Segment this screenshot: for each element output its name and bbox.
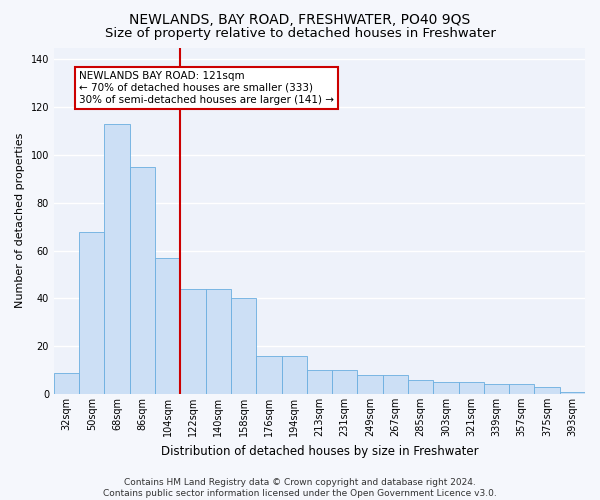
Bar: [332, 370, 358, 394]
Bar: [458, 382, 484, 394]
Bar: [281, 356, 307, 394]
Bar: [408, 380, 433, 394]
Bar: [130, 167, 155, 394]
X-axis label: Distribution of detached houses by size in Freshwater: Distribution of detached houses by size …: [161, 444, 478, 458]
Text: Contains HM Land Registry data © Crown copyright and database right 2024.
Contai: Contains HM Land Registry data © Crown c…: [103, 478, 497, 498]
Bar: [256, 356, 281, 394]
Text: NEWLANDS, BAY ROAD, FRESHWATER, PO40 9QS: NEWLANDS, BAY ROAD, FRESHWATER, PO40 9QS: [130, 12, 470, 26]
Bar: [79, 232, 104, 394]
Text: NEWLANDS BAY ROAD: 121sqm
← 70% of detached houses are smaller (333)
30% of semi: NEWLANDS BAY ROAD: 121sqm ← 70% of detac…: [79, 72, 334, 104]
Bar: [509, 384, 535, 394]
Bar: [104, 124, 130, 394]
Bar: [181, 289, 206, 394]
Bar: [358, 375, 383, 394]
Bar: [54, 372, 79, 394]
Text: Size of property relative to detached houses in Freshwater: Size of property relative to detached ho…: [104, 28, 496, 40]
Bar: [484, 384, 509, 394]
Bar: [433, 382, 458, 394]
Bar: [155, 258, 181, 394]
Bar: [535, 387, 560, 394]
Y-axis label: Number of detached properties: Number of detached properties: [15, 133, 25, 308]
Bar: [560, 392, 585, 394]
Bar: [383, 375, 408, 394]
Bar: [231, 298, 256, 394]
Bar: [206, 289, 231, 394]
Bar: [307, 370, 332, 394]
